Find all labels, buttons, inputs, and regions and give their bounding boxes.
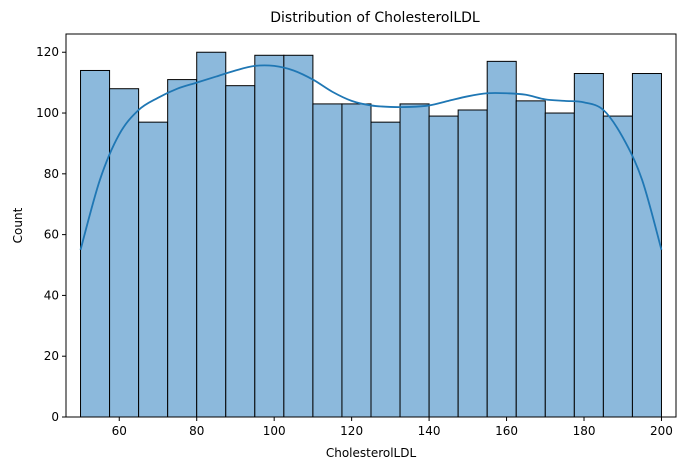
histogram-bar xyxy=(370,121,401,418)
histogram-bar xyxy=(225,85,256,418)
x-axis-ticks: 60 80 100 120 140 160 180 200 xyxy=(112,417,673,438)
histogram-bar xyxy=(573,73,604,418)
y-tick-label: 100 xyxy=(36,106,59,120)
histogram-bar xyxy=(399,103,430,418)
histogram-bars xyxy=(80,51,662,418)
histogram-bar xyxy=(515,100,546,418)
kde-curve xyxy=(79,64,663,251)
histogram-bar xyxy=(631,73,662,418)
x-tick-label: 200 xyxy=(650,424,673,438)
x-tick-label: 160 xyxy=(495,424,518,438)
histogram-bar xyxy=(428,115,459,418)
x-axis-label: CholesterolLDL xyxy=(326,446,417,460)
histogram-bar xyxy=(196,51,227,418)
y-axis-label: Count xyxy=(11,207,25,243)
y-tick-label: 80 xyxy=(44,167,59,181)
y-tick-label: 20 xyxy=(44,349,59,363)
histogram-bar xyxy=(109,88,140,418)
x-tick-label: 100 xyxy=(263,424,286,438)
histogram-bar xyxy=(341,103,372,418)
histogram-bar xyxy=(167,79,198,418)
x-tick-label: 60 xyxy=(112,424,127,438)
x-tick-label: 180 xyxy=(573,424,596,438)
histogram-bar xyxy=(312,103,343,418)
histogram-bar xyxy=(486,60,517,418)
y-tick-label: 120 xyxy=(36,45,59,59)
histogram-bar xyxy=(138,121,169,418)
histogram-bar xyxy=(602,115,633,418)
histogram-bar xyxy=(457,109,488,418)
y-tick-label: 0 xyxy=(51,410,59,424)
histogram-bar xyxy=(283,54,314,418)
x-tick-label: 120 xyxy=(340,424,363,438)
y-axis-ticks: 0 20 40 60 80 100 120 xyxy=(36,45,66,424)
chart-title: Distribution of CholesterolLDL xyxy=(270,10,480,26)
y-tick-label: 40 xyxy=(44,288,59,302)
x-tick-label: 80 xyxy=(189,424,204,438)
y-tick-label: 60 xyxy=(44,228,59,242)
x-tick-label: 140 xyxy=(418,424,441,438)
histogram-bar xyxy=(254,54,285,418)
plot-frame xyxy=(65,33,677,418)
histogram-bar xyxy=(80,69,111,418)
histogram-bar xyxy=(544,112,575,418)
